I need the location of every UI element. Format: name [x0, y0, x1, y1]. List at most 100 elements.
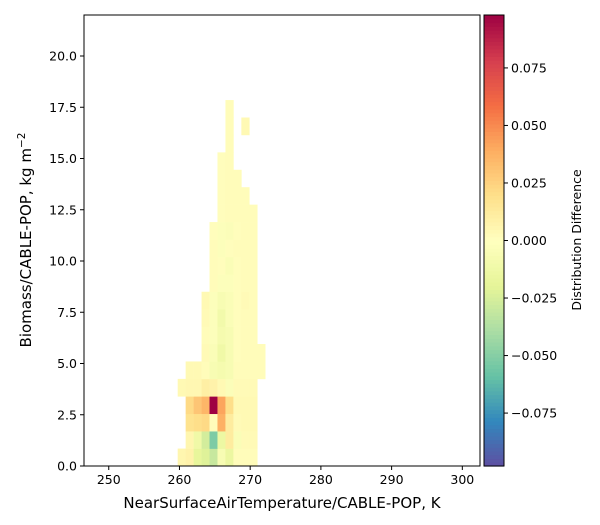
heatmap-cell — [241, 378, 250, 397]
colorbar-tick-label: 0.050 — [511, 118, 547, 133]
colorbar-segment — [484, 458, 504, 463]
heatmap-cell — [209, 413, 218, 432]
heatmap-cell — [241, 344, 250, 362]
colorbar-segment — [484, 420, 504, 426]
colorbar-segment — [484, 60, 504, 65]
colorbar-segment — [484, 259, 504, 264]
heatmap-cell — [233, 396, 242, 415]
heatmap-cell — [241, 274, 250, 293]
colorbar-segment — [484, 432, 504, 437]
colorbar-segment — [484, 63, 504, 69]
colorbar-segment — [484, 33, 504, 39]
colorbar-segment — [484, 78, 504, 84]
heatmap-cell — [249, 239, 258, 258]
heatmap-cell — [185, 448, 194, 467]
heatmap-cell — [209, 309, 218, 327]
heatmap-cell — [201, 378, 210, 397]
colorbar-segment — [484, 372, 504, 377]
heatmap-cell — [209, 256, 218, 275]
heatmap-cell — [233, 204, 242, 223]
heatmap-cell — [249, 222, 258, 240]
colorbar-segment — [484, 454, 504, 460]
heatmap-cell — [233, 291, 242, 310]
heatmap-cell — [241, 448, 250, 467]
heatmap-cell — [217, 239, 226, 258]
x-tick-label: 270 — [238, 472, 262, 487]
colorbar — [484, 15, 504, 467]
colorbar-segment — [484, 229, 504, 234]
colorbar-segment — [484, 390, 504, 396]
colorbar-tick-label: 0.000 — [511, 233, 547, 248]
colorbar-segment — [484, 462, 504, 467]
colorbar-segment — [484, 443, 504, 448]
heatmap-cell — [225, 344, 234, 362]
y-tick-label: 0.0 — [57, 459, 77, 474]
heatmap-cell — [241, 326, 250, 345]
heatmap-cell — [185, 431, 194, 449]
colorbar-segment — [484, 368, 504, 373]
colorbar-segment — [484, 202, 504, 208]
heatmap-cell — [233, 344, 242, 362]
colorbar-segment — [484, 105, 504, 110]
colorbar-segment — [484, 150, 504, 155]
heatmap-cell — [225, 309, 234, 327]
heatmap-cell — [233, 239, 242, 258]
colorbar-segment — [484, 45, 504, 50]
colorbar-segment — [484, 341, 504, 347]
heatmap-cell — [249, 361, 258, 380]
heatmap-cell — [209, 361, 218, 380]
colorbar-segment — [484, 394, 504, 399]
heatmap-cell — [209, 222, 218, 240]
heatmap-cell — [201, 448, 210, 467]
x-tick-label: 280 — [309, 472, 333, 487]
colorbar-segment — [484, 402, 504, 407]
colorbar-segment — [484, 135, 504, 140]
heatmap-cell — [201, 291, 210, 310]
y-tick-label: 10.0 — [49, 254, 77, 269]
colorbar-segment — [484, 67, 504, 72]
colorbar-segment — [484, 169, 504, 174]
colorbar-segment — [484, 248, 504, 253]
heatmap-cell — [249, 204, 258, 223]
colorbar-segment — [484, 195, 504, 200]
heatmap-cell — [225, 100, 234, 118]
heatmap-cell — [249, 309, 258, 327]
colorbar-segment — [484, 251, 504, 257]
heatmap-cell — [233, 431, 242, 449]
heatmap-cell — [225, 291, 234, 310]
colorbar-segment — [484, 225, 504, 230]
colorbar-segment — [484, 210, 504, 215]
colorbar-segment — [484, 142, 504, 148]
colorbar-segment — [484, 364, 504, 369]
x-tick-label: 300 — [450, 472, 474, 487]
colorbar-segment — [484, 165, 504, 170]
heatmap-cell — [241, 256, 250, 275]
heatmap-cell — [193, 413, 202, 432]
heatmap-cell — [217, 448, 226, 467]
colorbar-segment — [484, 90, 504, 95]
colorbar-segment — [484, 326, 504, 332]
heatmap-cell — [209, 344, 218, 362]
heatmap-cell — [241, 187, 250, 205]
colorbar-segment — [484, 112, 504, 118]
y-tick-label: 2.5 — [57, 407, 77, 422]
colorbar-segment — [484, 221, 504, 227]
heatmap-cell — [225, 239, 234, 258]
heatmap-cell — [217, 344, 226, 362]
heatmap-cell — [249, 326, 258, 345]
heatmap-cell — [185, 413, 194, 432]
heatmap-cell — [209, 431, 218, 449]
colorbar-segment — [484, 353, 504, 358]
heatmap-cell — [193, 396, 202, 415]
colorbar-segment — [484, 304, 504, 309]
x-axis-label: NearSurfaceAirTemperature/CABLE-POP, K — [123, 494, 441, 512]
heatmap-cell — [217, 187, 226, 205]
colorbar-segment — [484, 311, 504, 317]
heatmap-cell — [201, 326, 210, 345]
colorbar-segment — [484, 41, 504, 46]
heatmap-cell — [241, 222, 250, 240]
heatmap-cell — [209, 448, 218, 467]
colorbar-segment — [484, 383, 504, 388]
heatmap-cell — [233, 169, 242, 188]
colorbar-segment — [484, 101, 504, 106]
